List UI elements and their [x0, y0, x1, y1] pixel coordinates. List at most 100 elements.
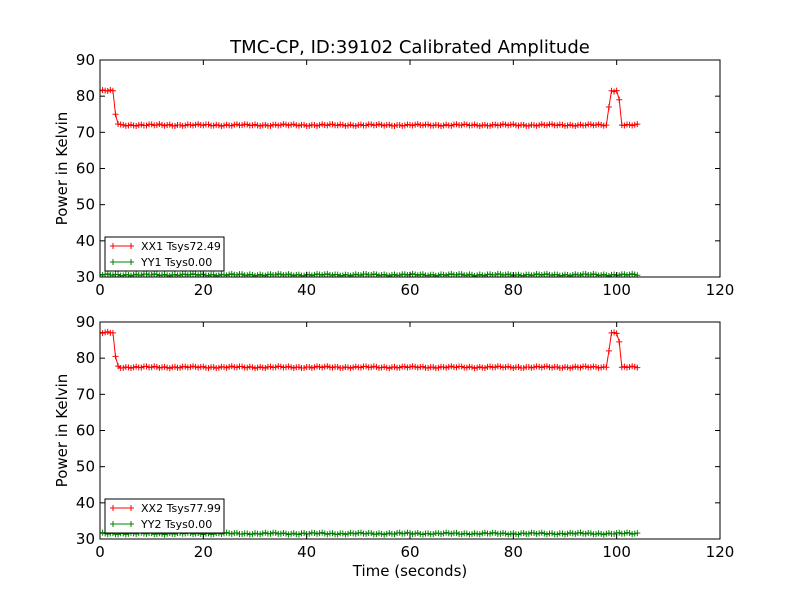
data-point	[549, 121, 556, 128]
data-point	[559, 272, 566, 277]
data-point	[453, 272, 460, 277]
data-point	[306, 530, 313, 537]
x-tick-label: 100	[602, 281, 631, 299]
data-point	[559, 364, 566, 371]
data-point	[345, 122, 351, 129]
data-point	[228, 270, 235, 277]
data-point	[100, 87, 103, 94]
x-tick-label: 60	[400, 281, 419, 299]
data-point	[419, 531, 426, 538]
y-tick-label: 40	[76, 494, 95, 512]
data-point	[368, 530, 375, 537]
data-point	[577, 364, 584, 371]
data-point	[401, 363, 408, 370]
legend-label: YY1 Tsys0.00	[140, 256, 212, 269]
x-tick-label: 100	[602, 543, 631, 561]
data-point	[409, 363, 416, 370]
data-point	[445, 363, 452, 370]
data-point	[159, 364, 165, 371]
data-point	[531, 364, 537, 371]
data-point	[347, 365, 354, 372]
data-point	[301, 365, 308, 372]
legend-box	[104, 498, 225, 534]
data-point	[153, 363, 160, 370]
data-point	[476, 363, 483, 370]
data-point	[613, 330, 620, 337]
data-point	[435, 122, 442, 129]
data-point	[383, 364, 390, 371]
data-point	[487, 122, 494, 129]
data-point	[161, 271, 168, 277]
data-point	[435, 530, 442, 537]
data-point	[538, 121, 545, 128]
data-point	[502, 121, 509, 128]
data-point	[125, 364, 132, 371]
data-point	[143, 270, 150, 277]
data-point	[582, 363, 589, 370]
data-point	[549, 530, 556, 537]
legend-marker	[110, 243, 116, 249]
data-point	[572, 530, 579, 537]
data-point	[228, 122, 235, 129]
data-point	[600, 531, 607, 538]
data-point	[463, 364, 470, 371]
y-tick-label: 90	[76, 51, 95, 69]
data-point	[288, 530, 295, 537]
data-point	[381, 531, 388, 538]
data-point	[577, 121, 584, 128]
data-point	[171, 363, 178, 370]
data-point	[184, 272, 191, 277]
data-point	[541, 530, 548, 537]
data-point	[507, 364, 514, 371]
data-point	[554, 531, 561, 538]
data-point	[582, 530, 589, 537]
x-tick-label: 0	[95, 281, 105, 299]
data-point	[383, 272, 390, 277]
data-point	[357, 529, 364, 536]
data-point	[215, 364, 222, 371]
data-point	[223, 529, 230, 536]
data-point	[345, 364, 351, 371]
data-point	[109, 272, 116, 277]
legend-marker	[110, 505, 116, 511]
x-tick-label: 60	[400, 543, 419, 561]
data-point	[316, 122, 323, 129]
data-point	[598, 121, 605, 128]
data-point	[621, 363, 628, 370]
data-point	[593, 531, 599, 538]
data-point	[112, 111, 119, 118]
data-point	[515, 531, 522, 538]
data-point	[409, 270, 416, 277]
data-point	[401, 530, 408, 537]
data-point	[391, 122, 398, 129]
data-point	[316, 363, 323, 370]
data-point	[543, 531, 550, 538]
data-point	[334, 531, 341, 538]
data-point	[471, 272, 478, 277]
data-point	[295, 531, 302, 538]
data-point	[500, 529, 506, 536]
data-point	[107, 87, 114, 94]
data-point	[634, 364, 641, 371]
data-point	[502, 364, 509, 371]
data-point	[577, 272, 584, 277]
data-point	[587, 121, 594, 128]
data-point	[600, 122, 607, 129]
data-point	[100, 271, 103, 277]
data-point	[613, 87, 620, 94]
data-point	[497, 122, 504, 129]
data-point	[295, 122, 302, 129]
data-point	[469, 364, 475, 371]
data-point	[339, 530, 346, 537]
data-point	[177, 122, 184, 128]
data-point	[190, 122, 196, 129]
data-point	[481, 364, 488, 371]
data-point	[492, 121, 499, 128]
data-point	[195, 272, 202, 277]
data-point	[285, 271, 292, 277]
data-point	[311, 530, 318, 536]
data-point	[233, 529, 240, 536]
data-point	[458, 122, 465, 129]
data-point	[130, 364, 137, 371]
